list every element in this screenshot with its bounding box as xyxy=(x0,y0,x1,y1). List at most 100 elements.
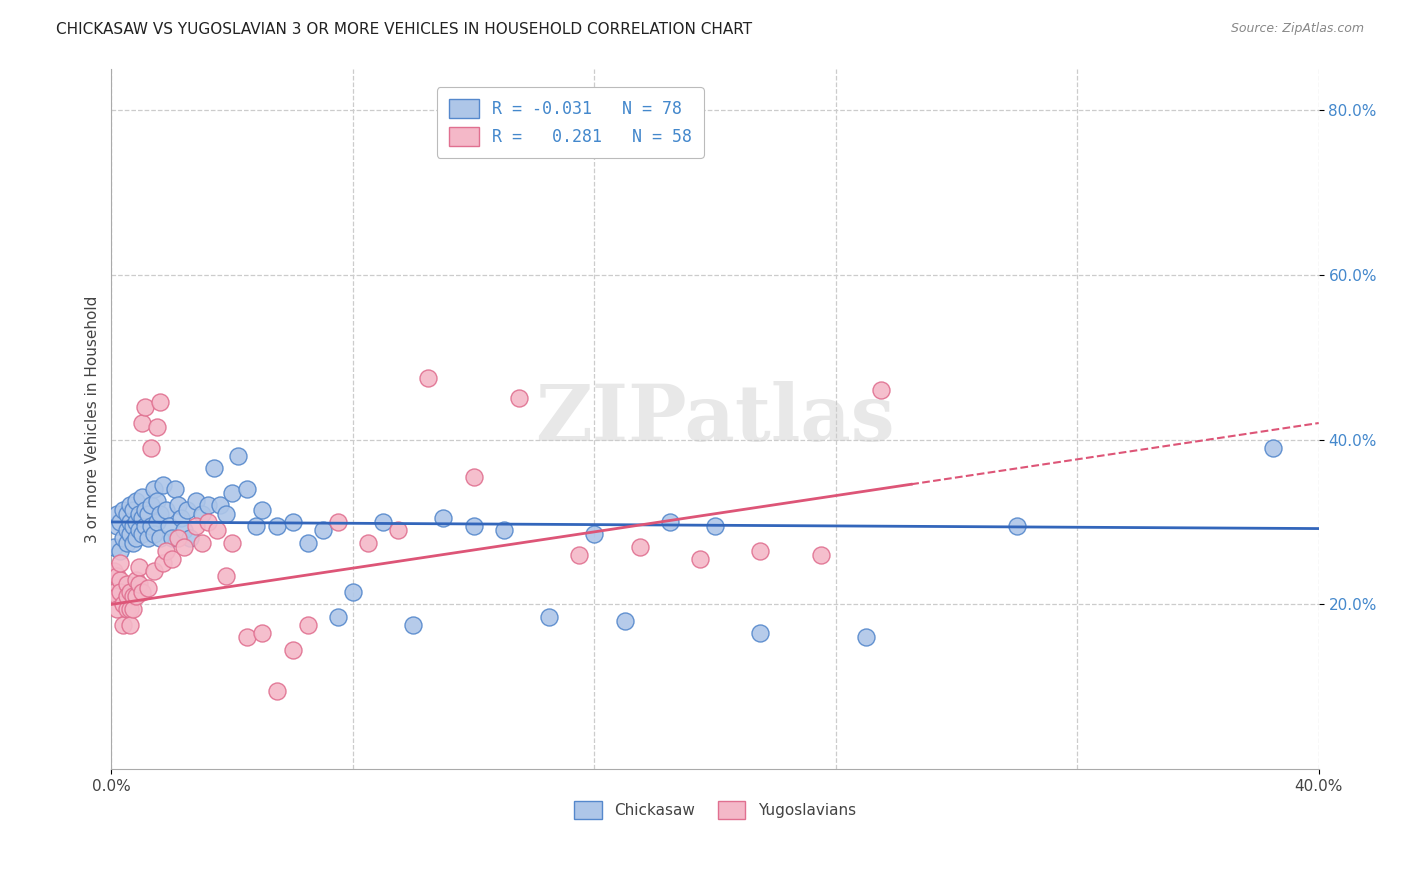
Point xyxy=(134,519,156,533)
Point xyxy=(221,486,243,500)
Point xyxy=(266,684,288,698)
Point xyxy=(131,511,153,525)
Point xyxy=(145,494,167,508)
Point xyxy=(107,589,129,603)
Point xyxy=(252,502,274,516)
Point xyxy=(870,383,893,397)
Point xyxy=(326,609,349,624)
Point xyxy=(226,449,249,463)
Point xyxy=(658,515,681,529)
Point xyxy=(149,532,172,546)
Point xyxy=(121,535,143,549)
Point xyxy=(103,565,125,579)
Point xyxy=(110,544,132,558)
Point xyxy=(387,523,409,537)
Point xyxy=(115,507,138,521)
Point xyxy=(118,499,141,513)
Point xyxy=(402,618,425,632)
Point xyxy=(749,626,772,640)
Point xyxy=(342,585,364,599)
Point xyxy=(107,507,129,521)
Point xyxy=(142,527,165,541)
Point xyxy=(215,507,238,521)
Point xyxy=(121,589,143,603)
Point xyxy=(115,589,138,603)
Point xyxy=(297,535,319,549)
Point xyxy=(160,532,183,546)
Point xyxy=(810,548,832,562)
Point xyxy=(202,461,225,475)
Point xyxy=(160,552,183,566)
Point xyxy=(613,614,636,628)
Point xyxy=(149,507,172,521)
Point xyxy=(136,581,159,595)
Point xyxy=(281,515,304,529)
Point xyxy=(112,598,135,612)
Point xyxy=(170,511,193,525)
Point xyxy=(266,519,288,533)
Point xyxy=(166,532,188,546)
Point xyxy=(492,523,515,537)
Text: ZIPatlas: ZIPatlas xyxy=(536,381,894,457)
Point xyxy=(166,499,188,513)
Point xyxy=(418,370,440,384)
Point xyxy=(112,532,135,546)
Point xyxy=(176,502,198,516)
Point xyxy=(124,532,146,546)
Point xyxy=(110,556,132,570)
Point xyxy=(110,515,132,529)
Point xyxy=(357,535,380,549)
Point xyxy=(118,585,141,599)
Point xyxy=(107,519,129,533)
Point xyxy=(145,420,167,434)
Point xyxy=(704,519,727,533)
Point xyxy=(538,609,561,624)
Point xyxy=(1005,519,1028,533)
Point xyxy=(197,499,219,513)
Point xyxy=(131,585,153,599)
Point xyxy=(173,540,195,554)
Point xyxy=(134,502,156,516)
Point xyxy=(103,540,125,554)
Point xyxy=(118,618,141,632)
Point xyxy=(115,535,138,549)
Point xyxy=(128,560,150,574)
Point xyxy=(134,400,156,414)
Point xyxy=(184,519,207,533)
Point xyxy=(121,519,143,533)
Point xyxy=(191,507,214,521)
Point xyxy=(326,515,349,529)
Point xyxy=(583,527,606,541)
Point xyxy=(139,441,162,455)
Point xyxy=(112,502,135,516)
Y-axis label: 3 or more Vehicles in Household: 3 or more Vehicles in Household xyxy=(86,295,100,542)
Point xyxy=(628,540,651,554)
Point xyxy=(131,527,153,541)
Point xyxy=(131,490,153,504)
Point xyxy=(508,392,530,406)
Point xyxy=(209,499,232,513)
Point xyxy=(110,585,132,599)
Point xyxy=(155,502,177,516)
Point xyxy=(103,585,125,599)
Legend: Chickasaw, Yugoslavians: Chickasaw, Yugoslavians xyxy=(568,795,862,825)
Point xyxy=(184,494,207,508)
Point xyxy=(124,573,146,587)
Point xyxy=(110,573,132,587)
Point xyxy=(163,482,186,496)
Point xyxy=(173,523,195,537)
Point xyxy=(236,482,259,496)
Text: CHICKASAW VS YUGOSLAVIAN 3 OR MORE VEHICLES IN HOUSEHOLD CORRELATION CHART: CHICKASAW VS YUGOSLAVIAN 3 OR MORE VEHIC… xyxy=(56,22,752,37)
Point xyxy=(115,523,138,537)
Point xyxy=(215,568,238,582)
Point xyxy=(112,618,135,632)
Point xyxy=(131,416,153,430)
Point xyxy=(689,552,711,566)
Point xyxy=(128,523,150,537)
Point xyxy=(118,601,141,615)
Point xyxy=(191,535,214,549)
Point xyxy=(221,535,243,549)
Point xyxy=(142,565,165,579)
Point xyxy=(205,523,228,537)
Point xyxy=(371,515,394,529)
